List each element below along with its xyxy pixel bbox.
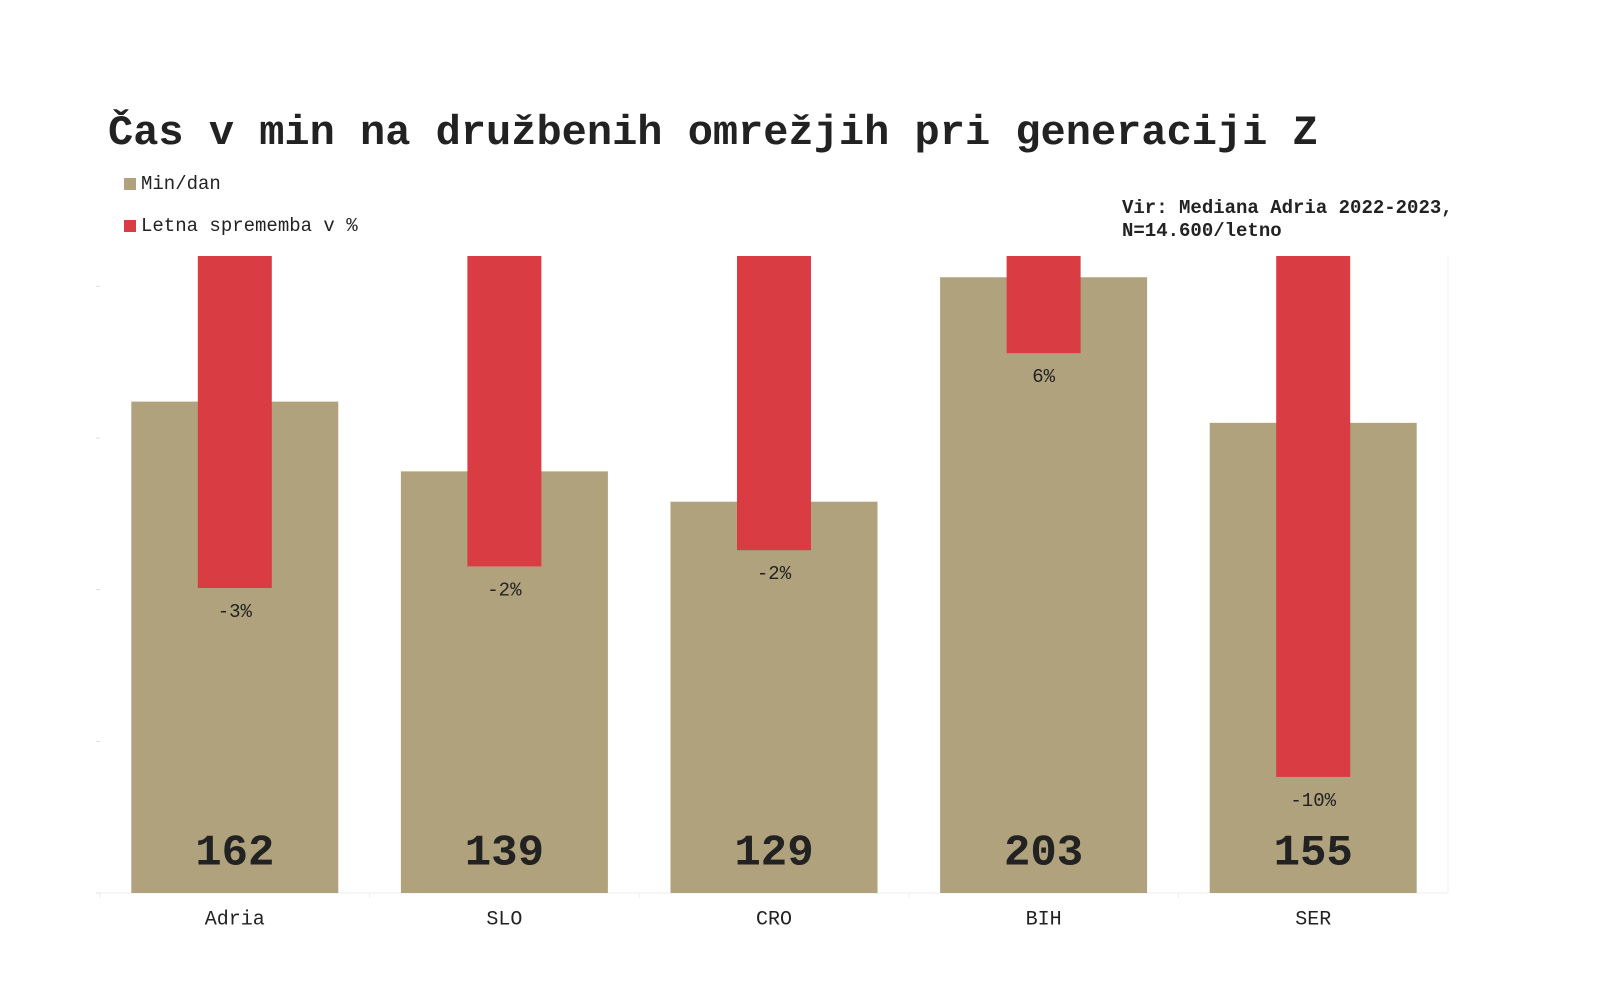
legend-label: Min/dan <box>141 173 221 195</box>
data-label: 155 <box>1274 829 1353 879</box>
x-tick-label: Adria <box>205 908 265 931</box>
bar <box>1006 256 1081 354</box>
data-label: -3% <box>218 601 253 623</box>
data-label: -2% <box>757 563 792 585</box>
x-tick-label: SLO <box>486 908 522 931</box>
bar <box>670 501 878 893</box>
source-note: Vir: Mediana Adria 2022-2023, <box>1122 197 1453 219</box>
legend-swatch <box>124 220 136 232</box>
data-label: 129 <box>734 829 813 879</box>
data-label: 139 <box>465 829 544 879</box>
data-label: 203 <box>1004 829 1083 879</box>
data-label: -2% <box>487 579 522 601</box>
bar <box>467 256 542 567</box>
x-tick-label: BIH <box>1026 908 1062 931</box>
chart-title: Čas v min na družbenih omrežjih pri gene… <box>108 108 1318 157</box>
data-label: -10% <box>1290 790 1336 812</box>
data-label: 6% <box>1032 366 1055 388</box>
x-tick-label: CRO <box>756 908 792 931</box>
source-note: N=14.600/letno <box>1122 220 1282 242</box>
bar <box>1276 256 1351 777</box>
legend-swatch <box>124 178 136 190</box>
bar <box>940 277 1148 893</box>
bar <box>737 256 811 551</box>
data-label: 162 <box>195 829 274 879</box>
bar <box>197 256 272 588</box>
x-tick-label: SER <box>1295 908 1331 931</box>
legend-label: Letna sprememba v % <box>141 215 358 237</box>
